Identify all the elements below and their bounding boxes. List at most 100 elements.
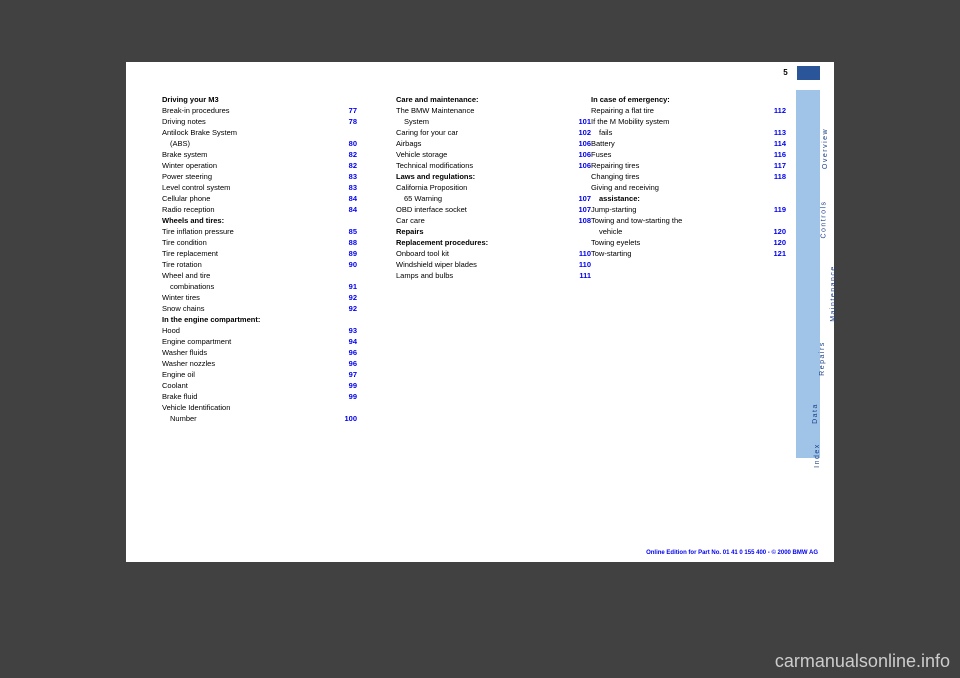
toc-entry-text: Level control system — [162, 182, 346, 193]
toc-entry-text: Coolant — [162, 380, 346, 391]
toc-entry-page: 82 — [346, 149, 357, 160]
toc-entry[interactable]: System101 — [396, 116, 591, 127]
toc-entry-text: Repairing a flat tire — [591, 105, 771, 116]
toc-entry-text: Radio reception — [162, 204, 346, 215]
toc-entry[interactable]: Lamps and bulbs111 — [396, 270, 591, 281]
toc-entry[interactable]: Tire inflation pressure85 — [162, 226, 357, 237]
toc-entry[interactable]: Cellular phone84 — [162, 193, 357, 204]
toc-entry[interactable]: Coolant99 — [162, 380, 357, 391]
toc-entry-text: Winter tires — [162, 292, 346, 303]
toc-entry[interactable]: Tire condition88 — [162, 237, 357, 248]
toc-entry[interactable]: Brake fluid99 — [162, 391, 357, 402]
toc-entry: Antilock Brake System — [162, 127, 357, 138]
toc-entry-page: 102 — [575, 127, 591, 138]
toc-entry[interactable]: Repairing a flat tire112 — [591, 105, 786, 116]
toc-entry[interactable]: Jump-starting119 — [591, 204, 786, 215]
toc-entry-page: 113 — [771, 127, 786, 138]
toc-entry[interactable]: Technical modifications106 — [396, 160, 591, 171]
toc-entry[interactable]: Power steering83 — [162, 171, 357, 182]
toc-entry-text: Jump-starting — [591, 204, 771, 215]
toc-entry-page: 100 — [341, 413, 357, 424]
toc-entry-text: Vehicle Identification — [162, 402, 357, 413]
toc-entry[interactable]: vehicle120 — [591, 226, 786, 237]
toc-entry-text: Lamps and bulbs — [396, 270, 576, 281]
toc-entry-page: 119 — [771, 204, 786, 215]
toc-entry: Repairs — [396, 226, 591, 237]
toc-entry-page: 84 — [346, 193, 357, 204]
toc-entry-text: Care and maintenance: — [396, 94, 591, 105]
toc-entry-text: Number — [170, 413, 341, 424]
toc-entry[interactable]: Airbags106 — [396, 138, 591, 149]
toc-entry[interactable]: Changing tires118 — [591, 171, 786, 182]
toc-entry-text: Changing tires — [591, 171, 771, 182]
toc-entry-text: Technical modifications — [396, 160, 575, 171]
toc-entry[interactable]: fails113 — [591, 127, 786, 138]
toc-entry-text: Washer fluids — [162, 347, 346, 358]
toc-entry-page: 92 — [346, 292, 357, 303]
toc-entry[interactable]: Tire replacement89 — [162, 248, 357, 259]
toc-entry-page: 111 — [576, 270, 591, 281]
toc-entry-page: 99 — [346, 380, 357, 391]
toc-entry[interactable]: (ABS)80 — [162, 138, 357, 149]
toc-entry[interactable]: Towing eyelets120 — [591, 237, 786, 248]
toc-entry[interactable]: Level control system83 — [162, 182, 357, 193]
toc-column: Care and maintenance:The BMW Maintenance… — [396, 94, 591, 281]
toc-entry[interactable]: combinations91 — [162, 281, 357, 292]
toc-entry[interactable]: Washer nozzles96 — [162, 358, 357, 369]
toc-entry[interactable]: Repairing tires117 — [591, 160, 786, 171]
toc-entry-text: Giving and receiving — [591, 182, 786, 193]
toc-entry[interactable]: Driving notes78 — [162, 116, 357, 127]
toc-entry-page: 101 — [575, 116, 591, 127]
toc-entry-page: 106 — [575, 160, 591, 171]
toc-entry[interactable]: Tire rotation90 — [162, 259, 357, 270]
toc-entry[interactable]: Snow chains92 — [162, 303, 357, 314]
toc-entry-text: If the M Mobility system — [591, 116, 786, 127]
toc-entry[interactable]: Engine compartment94 — [162, 336, 357, 347]
toc-entry[interactable]: Fuses116 — [591, 149, 786, 160]
toc-entry[interactable]: Caring for your car102 — [396, 127, 591, 138]
toc-entry: Giving and receiving — [591, 182, 786, 193]
toc-entry-text: Windshield wiper blades — [396, 259, 576, 270]
toc-entry-text: Tire inflation pressure — [162, 226, 346, 237]
toc-entry-text: Car care — [396, 215, 575, 226]
toc-entry[interactable]: Car care108 — [396, 215, 591, 226]
toc-entry-page: 110 — [576, 259, 591, 270]
toc-entry[interactable]: Washer fluids96 — [162, 347, 357, 358]
toc-entry-page: 99 — [346, 391, 357, 402]
toc-entry-text: Power steering — [162, 171, 346, 182]
toc-entry[interactable]: Winter operation82 — [162, 160, 357, 171]
toc-entry-text: In case of emergency: — [591, 94, 786, 105]
toc-entry-page: 93 — [346, 325, 357, 336]
toc-entry[interactable]: Radio reception84 — [162, 204, 357, 215]
toc-entry[interactable]: Windshield wiper blades110 — [396, 259, 591, 270]
toc-entry[interactable]: Tow-starting121 — [591, 248, 786, 259]
toc-entry-text: assistance: — [599, 193, 786, 204]
toc-entry[interactable]: Winter tires92 — [162, 292, 357, 303]
toc-entry[interactable]: OBD interface socket107 — [396, 204, 591, 215]
toc-entry-text: Hood — [162, 325, 346, 336]
toc-entry[interactable]: Number100 — [162, 413, 357, 424]
toc-entry-text: Snow chains — [162, 303, 346, 314]
toc-entry-text: Antilock Brake System — [162, 127, 357, 138]
toc-entry[interactable]: Hood93 — [162, 325, 357, 336]
toc-entry[interactable]: Break-in procedures77 — [162, 105, 357, 116]
toc-entry-text: Engine oil — [162, 369, 346, 380]
toc-entry[interactable]: Onboard tool kit110 — [396, 248, 591, 259]
toc-entry-text: fails — [599, 127, 771, 138]
toc-entry[interactable]: Engine oil97 — [162, 369, 357, 380]
toc-entry-page: 92 — [346, 303, 357, 314]
toc-entry[interactable]: Vehicle storage106 — [396, 149, 591, 160]
toc-entry: Driving your M3 — [162, 94, 357, 105]
toc-entry[interactable]: Brake system82 — [162, 149, 357, 160]
toc-entry-page: 108 — [575, 215, 591, 226]
toc-entry[interactable]: 65 Warning107 — [396, 193, 591, 204]
toc-entry-page: 82 — [346, 160, 357, 171]
toc-entry[interactable]: Battery114 — [591, 138, 786, 149]
toc-entry: assistance: — [591, 193, 786, 204]
toc-column: In case of emergency:Repairing a flat ti… — [591, 94, 786, 259]
toc-entry-page: 97 — [346, 369, 357, 380]
toc-entry-text: Brake system — [162, 149, 346, 160]
toc-entry-text: Washer nozzles — [162, 358, 346, 369]
toc-entry-text: Winter operation — [162, 160, 346, 171]
toc-entry-text: Break-in procedures — [162, 105, 346, 116]
